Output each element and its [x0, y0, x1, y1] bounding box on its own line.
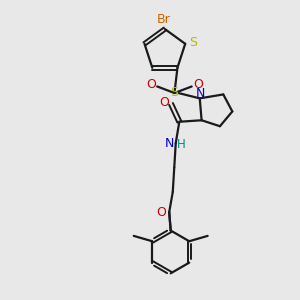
Text: S: S [189, 36, 196, 49]
Text: O: O [156, 206, 166, 219]
Text: N: N [164, 137, 174, 150]
Text: Br: Br [157, 13, 170, 26]
Text: O: O [160, 96, 170, 109]
Text: O: O [146, 79, 156, 92]
Text: S: S [170, 86, 178, 99]
Text: O: O [193, 79, 203, 92]
Text: N: N [196, 87, 205, 101]
Text: H: H [177, 138, 185, 151]
